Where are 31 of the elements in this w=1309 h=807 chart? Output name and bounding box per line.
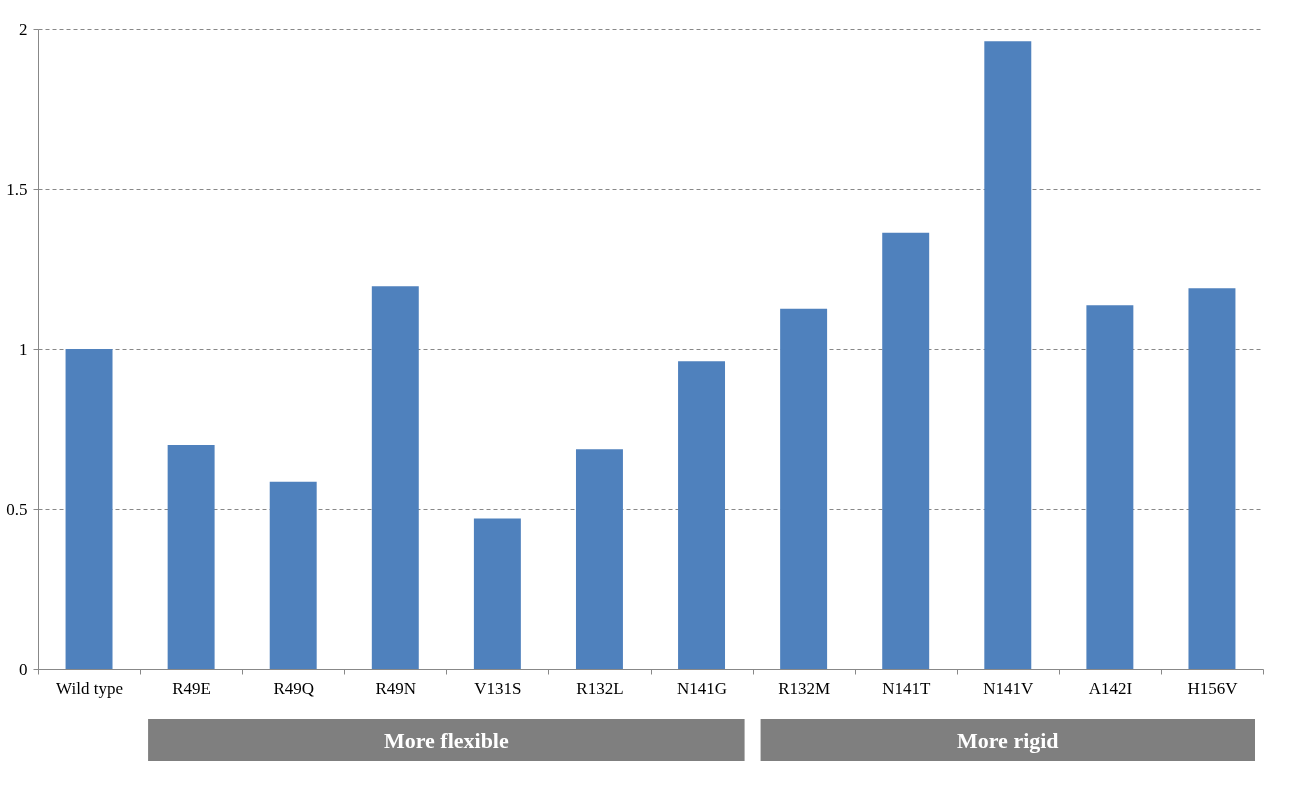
bar: [473, 518, 521, 669]
y-tick-label: 0: [19, 659, 28, 679]
bar: [65, 349, 113, 669]
bar: [984, 41, 1032, 669]
y-tick-label: 1.5: [6, 179, 28, 199]
y-tick-label: 2: [19, 19, 28, 39]
text: More rigid: [956, 728, 1059, 753]
bar: [167, 445, 215, 669]
x-tick-label: R49N: [375, 678, 417, 698]
bar: [575, 449, 623, 669]
y-tick-label: 1: [19, 339, 28, 359]
x-tick-label: H156V: [1187, 678, 1239, 698]
bar: [780, 308, 828, 669]
x-tick-label: R132L: [576, 678, 624, 698]
bar: [882, 232, 930, 669]
x-tick-label: R49Q: [273, 678, 315, 698]
bar: [371, 286, 419, 669]
x-tick-label: N141G: [677, 678, 728, 698]
bar: [269, 481, 317, 669]
x-tick-label: Wild type: [56, 678, 123, 698]
x-tick-label: R132M: [778, 678, 831, 698]
bar: [678, 361, 726, 669]
bar: [1188, 288, 1236, 669]
x-tick-label: N141V: [983, 678, 1035, 698]
x-tick-label: N141T: [882, 678, 931, 698]
y-tick-label: 0.5: [6, 499, 28, 519]
x-tick-label: V131S: [474, 678, 522, 698]
x-tick-label: A142I: [1088, 678, 1133, 698]
bar: [1086, 305, 1134, 669]
text: More flexible: [383, 728, 509, 753]
x-tick-label: R49E: [172, 678, 211, 698]
